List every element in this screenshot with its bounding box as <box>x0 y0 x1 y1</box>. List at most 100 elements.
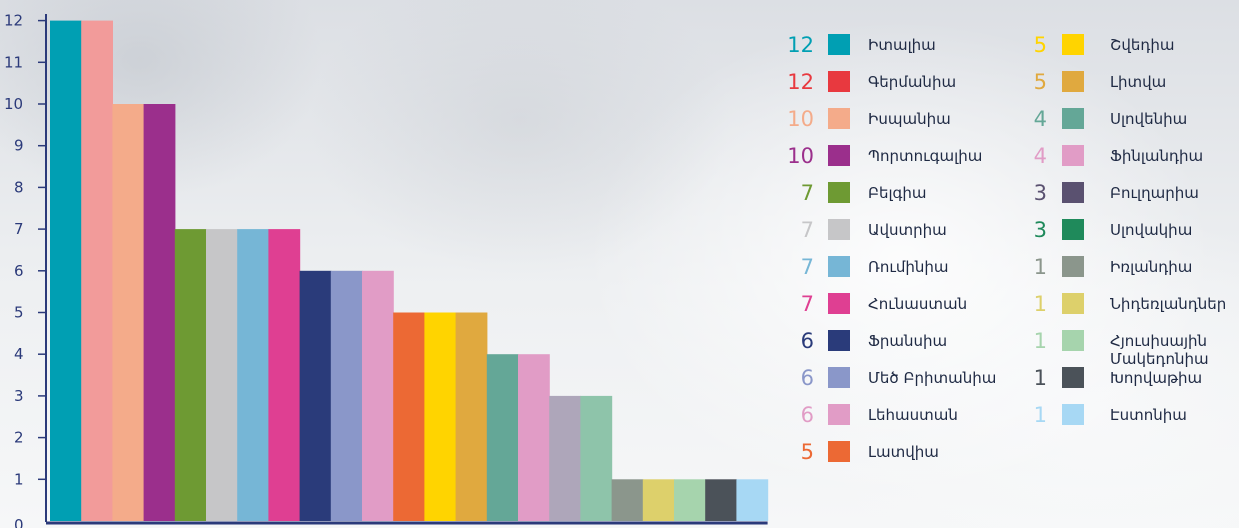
y-tick-label-6: 6 <box>14 262 24 280</box>
legend-swatch <box>1062 367 1084 388</box>
legend-count: 1 <box>1034 403 1047 427</box>
legend-swatch <box>1062 34 1084 55</box>
bar-12 <box>393 312 425 521</box>
legend-swatch <box>828 71 850 92</box>
bar-10 <box>330 270 363 521</box>
legend-count: 5 <box>1034 70 1047 94</box>
legend-item: 6 Մեծ Բրիտանիա <box>801 366 997 390</box>
legend-count: 1 <box>1034 255 1047 279</box>
legend-item: 12 Իտալիա <box>787 33 936 57</box>
legend-count: 7 <box>801 292 814 316</box>
legend-count: 3 <box>1034 218 1047 242</box>
bar-1 <box>50 20 82 521</box>
bar-4 <box>143 104 176 521</box>
legend-label: Նիդեռլանդներ <box>1110 295 1226 313</box>
legend-swatch <box>828 293 850 314</box>
legend-swatch <box>828 367 850 388</box>
legend-label: Էստոնիա <box>1110 406 1187 424</box>
bar-2 <box>81 20 113 521</box>
legend-label: Պորտուգալիա <box>868 147 982 165</box>
legend-count: 6 <box>801 403 814 427</box>
legend-label: Մեծ Բրիտանիա <box>868 369 996 387</box>
legend-swatch <box>828 404 850 425</box>
y-tick-label-5: 5 <box>14 304 24 322</box>
y-tick-label-2: 2 <box>14 429 24 447</box>
legend-label: Հունաստան <box>868 295 967 313</box>
legend-swatch <box>1062 293 1084 314</box>
legend-swatch <box>1062 256 1084 277</box>
legend-label: Ֆինլանդիա <box>1110 147 1203 165</box>
legend-swatch <box>828 441 850 462</box>
legend-item: 12 Գերմանիա <box>787 70 956 94</box>
legend-item: 10 Իսպանիա <box>787 107 950 131</box>
legend-swatch <box>828 256 850 277</box>
y-tick-label-9: 9 <box>14 137 24 155</box>
y-tick-label-3: 3 <box>14 387 24 405</box>
bar-11 <box>362 270 394 521</box>
legend-label: Շվեդիա <box>1110 36 1174 54</box>
legend-count: 7 <box>801 218 814 242</box>
bar-23 <box>736 479 769 521</box>
legend-item: 4 Ֆինլանդիա <box>1034 144 1204 168</box>
bar-8 <box>268 229 301 521</box>
legend-swatch <box>828 330 850 351</box>
legend-item: 4 Սլովենիա <box>1034 107 1188 131</box>
legend-item: 1 Իռլանդիա <box>1034 255 1193 279</box>
bar-20 <box>642 479 675 521</box>
legend-count: 12 <box>787 33 814 57</box>
bar-15 <box>486 354 519 521</box>
legend-count: 1 <box>1034 329 1047 353</box>
legend-item: 5 Լատվիա <box>801 440 939 464</box>
legend-swatch <box>828 145 850 166</box>
legend-swatch <box>1062 71 1084 92</box>
legend-count: 5 <box>1034 33 1047 57</box>
legend-count: 5 <box>801 440 814 464</box>
legend-count: 6 <box>801 366 814 390</box>
legend-label: Սլովենիա <box>1110 110 1187 128</box>
bar-5 <box>174 229 207 521</box>
legend-item: 7 Ավստրիա <box>801 218 947 242</box>
y-tick-label-0: 0 <box>14 516 24 528</box>
y-tick-label-12: 12 <box>4 12 23 30</box>
legend-swatch <box>828 108 850 129</box>
bar-18 <box>580 395 613 521</box>
legend-swatch <box>828 219 850 240</box>
legend-item: 1 Խորվաթիա <box>1034 366 1203 390</box>
legend-count: 4 <box>1034 107 1047 131</box>
legend-label: Ավստրիա <box>868 221 947 239</box>
legend-label: Մակեդոնիա <box>1110 350 1209 368</box>
legend-label: Լիտվա <box>1110 73 1166 91</box>
bar-6 <box>206 229 238 521</box>
legend-count: 12 <box>787 70 814 94</box>
legend-label: Բուլղարիա <box>1110 184 1199 202</box>
legend-count: 1 <box>1034 292 1047 316</box>
legend-label: Լեհաստան <box>868 406 958 424</box>
y-tick-label-8: 8 <box>14 178 24 196</box>
legend-label: Իսպանիա <box>868 110 951 128</box>
bar-3 <box>112 104 145 521</box>
legend-label: Իռլանդիա <box>1110 258 1192 276</box>
legend-swatch <box>1062 182 1084 203</box>
legend-label: Գերմանիա <box>868 73 956 91</box>
legend-item: 5 Լիտվա <box>1034 70 1167 94</box>
bar-14 <box>455 312 488 521</box>
bar-9 <box>299 270 332 521</box>
legend-item: 6 Ֆրանսիա <box>801 329 947 353</box>
legend-item: 5 Շվեդիա <box>1034 33 1175 57</box>
legend: 12 Իտալիա 12 Գերմանիա 10 Իսպանիա 10 Պորտուգալիա… <box>787 33 1226 464</box>
legend-item: 7 Ռումինիա <box>801 255 949 279</box>
legend-item: 1 Նիդեռլանդներ <box>1034 292 1227 316</box>
legend-label: Բելգիա <box>868 184 927 202</box>
bar-22 <box>705 479 737 521</box>
y-tick-label-1: 1 <box>14 470 24 488</box>
legend-swatch <box>828 182 850 203</box>
y-tick-label-11: 11 <box>4 53 23 71</box>
legend-label: Ռումինիա <box>868 258 949 276</box>
legend-label: Հյուսիսային <box>1110 332 1207 350</box>
y-tick-label-4: 4 <box>14 345 24 363</box>
legend-count: 10 <box>787 107 814 131</box>
legend-count: 3 <box>1034 181 1047 205</box>
